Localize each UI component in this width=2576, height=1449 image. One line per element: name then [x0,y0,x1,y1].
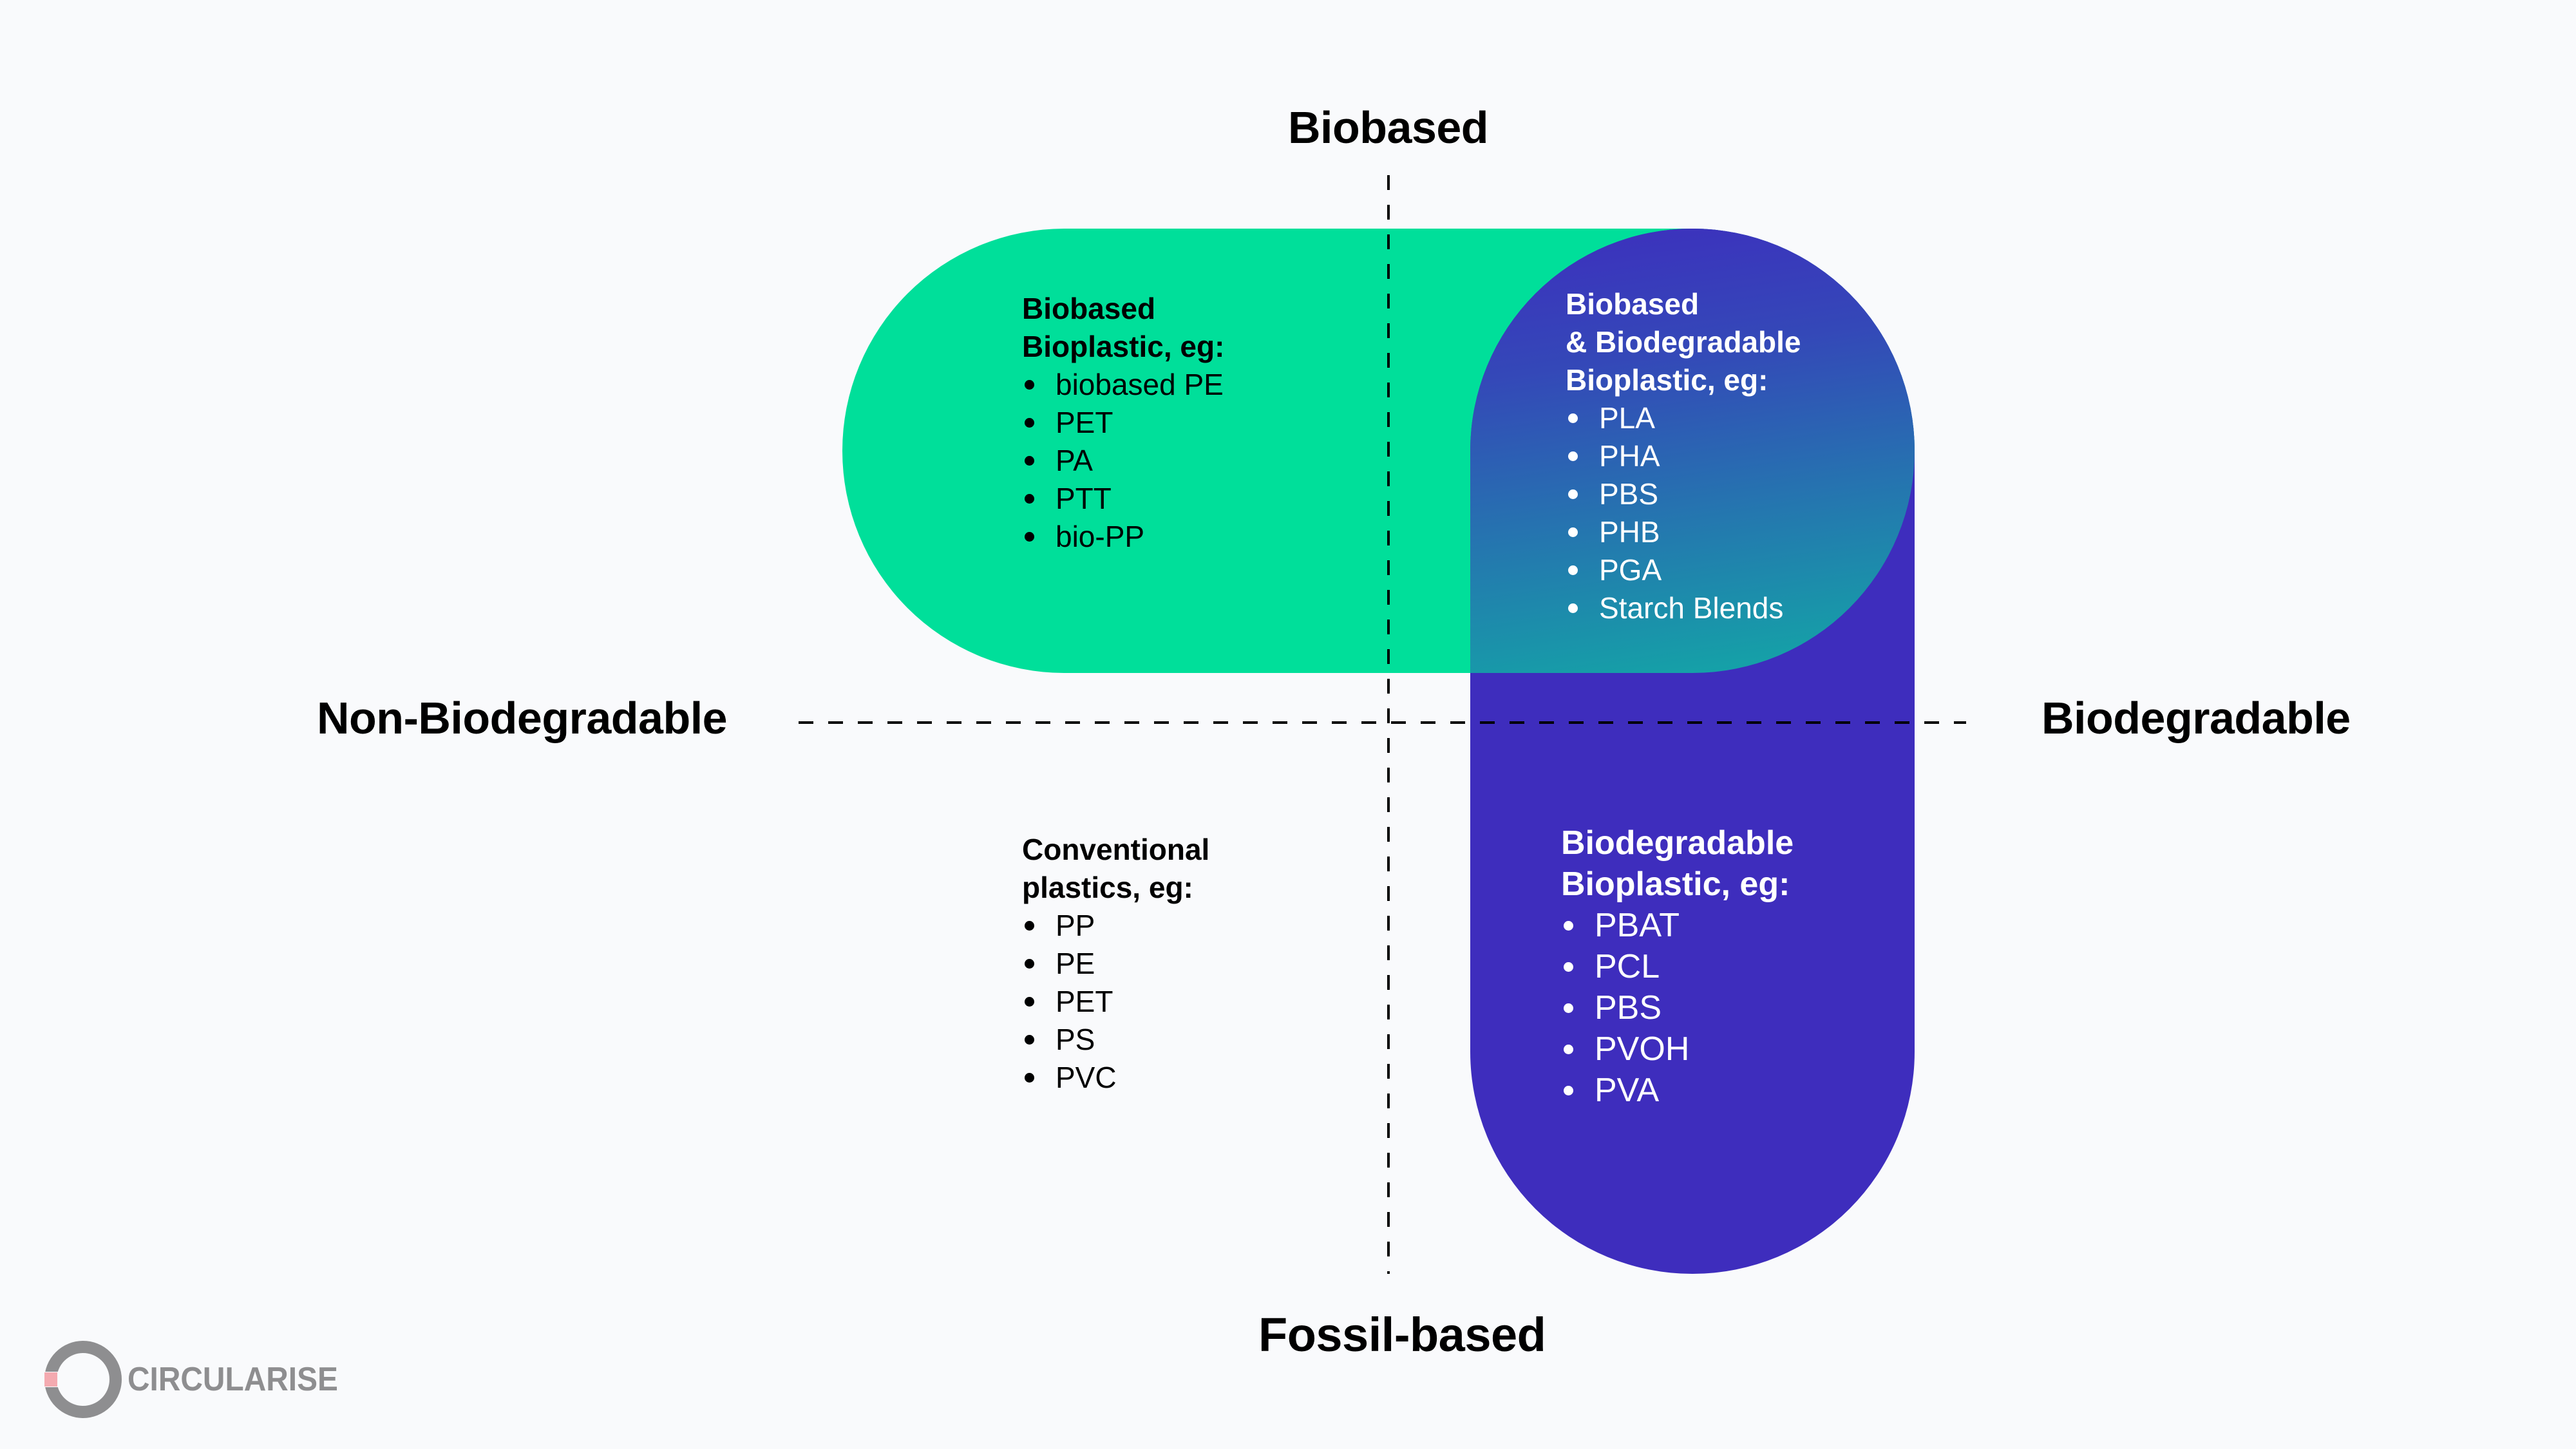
list-item: PBS [1561,987,1794,1028]
axis-label-fossil-based: Fossil-based [1258,1308,1546,1361]
list-item: biobased PE [1022,366,1224,404]
logo-wordmark: CIRCULARISE [128,1361,338,1398]
axis-label-non-biodegradable: Non-Biodegradable [317,693,728,743]
list-item: PGA [1566,551,1801,589]
block-title: Bioplastic, eg: [1022,330,1225,363]
bullet-icon [1564,962,1573,972]
biodegradable-bioplastic-block: Biodegradable Bioplastic, eg: PBAT PCL P… [1561,822,1794,1111]
biobased-biodegradable-overlap-region [1470,229,1915,673]
bullet-icon [1564,1045,1573,1054]
bullet-icon [1025,997,1034,1007]
block-title: plastics, eg: [1022,871,1193,904]
example-list: PBAT PCL PBS PVOH PVA [1561,905,1794,1111]
biobased-bioplastic-block: Biobased Bioplastic, eg: biobased PE PET… [1022,290,1224,556]
bullet-icon [1564,1086,1573,1095]
axis-label-biodegradable: Biodegradable [2041,693,2351,743]
conventional-plastics-block: Conventional plastics, eg: PP PE PET PS … [1022,831,1209,1097]
biobased-biodegradable-bioplastic-block: Biobased & Biodegradable Bioplastic, eg:… [1566,285,1801,627]
block-title: Biobased [1022,292,1156,325]
example-list: PP PE PET PS PVC [1022,907,1209,1097]
block-title: & Biodegradable [1566,325,1801,359]
list-item: PET [1022,404,1224,442]
list-item: PBS [1566,475,1801,513]
bullet-icon [1568,565,1578,575]
list-item: PLA [1566,399,1801,437]
bullet-icon [1025,1073,1034,1083]
list-item: Starch Blends [1566,589,1801,627]
list-item: PCL [1561,946,1794,987]
bullet-icon [1568,451,1578,461]
bullet-icon [1025,494,1034,504]
bullet-icon [1025,532,1034,542]
block-title: Biobased [1566,287,1700,321]
bullet-icon [1568,603,1578,613]
axis-label-biobased: Biobased [1288,102,1489,153]
list-item: PVC [1022,1059,1209,1097]
example-list: PLA PHA PBS PHB PGA Starch Blends [1566,399,1801,627]
bullet-icon [1564,1003,1573,1013]
example-list: biobased PE PET PA PTT bio-PP [1022,366,1224,556]
list-item: bio-PP [1022,518,1224,556]
list-item: PBAT [1561,905,1794,946]
list-item: PP [1022,907,1209,945]
bullet-icon [1025,1035,1034,1045]
vertical-dashed-axis [1387,175,1390,1274]
list-item: PET [1022,983,1209,1021]
list-item: PVOH [1561,1028,1794,1070]
logo-accent-mark [44,1372,57,1387]
bullet-icon [1564,921,1573,931]
block-title: Bioplastic, eg: [1566,363,1768,397]
bullet-icon [1025,921,1034,931]
bullet-icon [1025,418,1034,428]
list-item: PHB [1566,513,1801,551]
list-item: PTT [1022,480,1224,518]
list-item: PE [1022,945,1209,983]
bullet-icon [1025,959,1034,969]
list-item: PHA [1566,437,1801,475]
horizontal-dashed-axis [799,721,1966,724]
bullet-icon [1568,413,1578,423]
list-item: PA [1022,442,1224,480]
circularise-logo: CIRCULARISE [43,1340,339,1419]
bullet-icon [1025,380,1034,390]
bullet-icon [1568,489,1578,499]
bullet-icon [1568,527,1578,537]
block-title: Biodegradable [1561,824,1794,862]
bullet-icon [1025,456,1034,466]
list-item: PVA [1561,1070,1794,1111]
block-title: Conventional [1022,833,1210,866]
block-title: Bioplastic, eg: [1561,866,1790,903]
list-item: PS [1022,1021,1209,1059]
